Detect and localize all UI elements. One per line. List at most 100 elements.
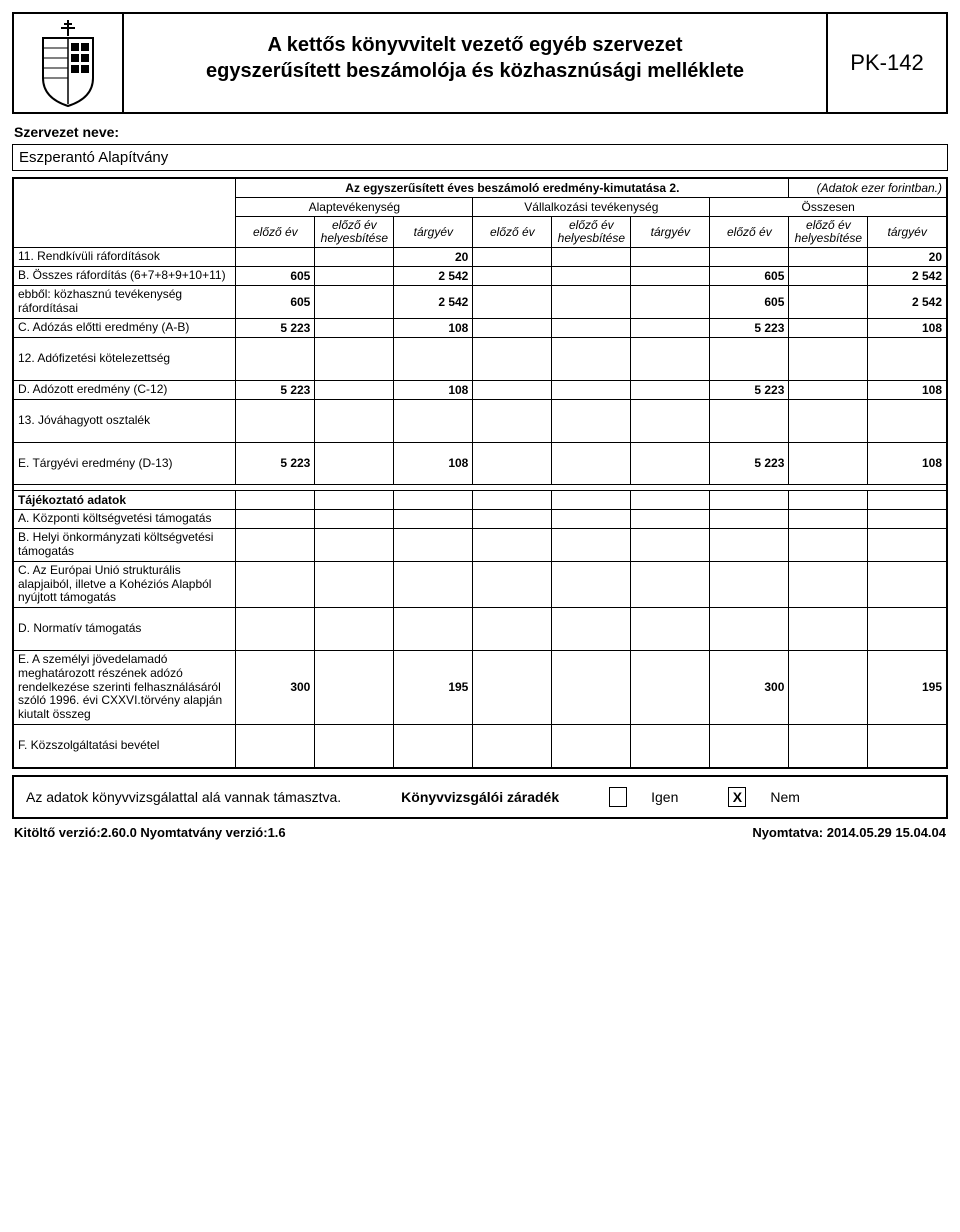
cell (552, 608, 631, 651)
income-statement-table: Az egyszerűsített éves beszámoló eredmén… (12, 177, 948, 769)
cell (394, 529, 473, 562)
cell (394, 561, 473, 607)
cell (236, 510, 315, 529)
table-row: E. Tárgyévi eredmény (D-13)5 2231085 223… (13, 442, 947, 485)
cell (710, 724, 789, 767)
cell: 20 (868, 248, 947, 267)
cell: 300 (236, 650, 315, 724)
cell: 108 (868, 442, 947, 485)
table-row: B. Helyi önkormányzati költségvetési tám… (13, 529, 947, 562)
col-8: előző év helyesbítése (789, 217, 868, 248)
cell (552, 442, 631, 485)
row-label: B. Helyi önkormányzati költségvetési tám… (13, 529, 236, 562)
cell (552, 399, 631, 442)
cell: 108 (394, 318, 473, 337)
cell (315, 318, 394, 337)
cell: 195 (868, 650, 947, 724)
cell (315, 510, 394, 529)
cell: 2 542 (868, 286, 947, 319)
cell (868, 529, 947, 562)
cell: 5 223 (236, 318, 315, 337)
col-4: előző év (473, 217, 552, 248)
cell (868, 399, 947, 442)
cell: 5 223 (236, 442, 315, 485)
cell (868, 337, 947, 380)
audit-footer: Az adatok könyvvizsgálattal alá vannak t… (12, 775, 948, 819)
col-1: előző év (236, 217, 315, 248)
cell (631, 318, 710, 337)
cell (631, 650, 710, 724)
cell (473, 561, 552, 607)
row-label: D. Normatív támogatás (13, 608, 236, 651)
cell: 5 223 (710, 318, 789, 337)
row-label: B. Összes ráfordítás (6+7+8+9+10+11) (13, 267, 236, 286)
row-label: E. Tárgyévi eredmény (D-13) (13, 442, 236, 485)
row-label: A. Központi költségvetési támogatás (13, 510, 236, 529)
row-label: C. Az Európai Unió strukturális alapjaib… (13, 561, 236, 607)
cell (473, 337, 552, 380)
cell (236, 399, 315, 442)
cell (315, 399, 394, 442)
cell (789, 510, 868, 529)
col-5: előző év helyesbítése (552, 217, 631, 248)
info-heading: Tájékoztató adatok (13, 491, 236, 510)
cell (710, 608, 789, 651)
section-title: Az egyszerűsített éves beszámoló eredmén… (236, 178, 789, 198)
row-label: 12. Adófizetési kötelezettség (13, 337, 236, 380)
cell (315, 442, 394, 485)
title-line-2: egyszerűsített beszámolója és közhasznús… (206, 60, 744, 82)
table-row: D. Normatív támogatás (13, 608, 947, 651)
cell (710, 248, 789, 267)
cell (552, 510, 631, 529)
cell (473, 318, 552, 337)
cell: 2 542 (394, 267, 473, 286)
cell (631, 286, 710, 319)
cell (315, 248, 394, 267)
cell: 108 (868, 380, 947, 399)
group-vallalkozasi: Vállalkozási tevékenység (473, 198, 710, 217)
col-9: tárgyév (868, 217, 947, 248)
cell (236, 724, 315, 767)
cell (631, 561, 710, 607)
cell (631, 380, 710, 399)
cell (631, 337, 710, 380)
col-7: előző év (710, 217, 789, 248)
group-alap: Alaptevékenység (236, 198, 473, 217)
cell (315, 608, 394, 651)
checkbox-no[interactable]: X (728, 787, 746, 807)
cell (473, 510, 552, 529)
cell: 5 223 (710, 442, 789, 485)
cell: 195 (394, 650, 473, 724)
cell (631, 529, 710, 562)
table-row: C. Adózás előtti eredmény (A-B)5 2231085… (13, 318, 947, 337)
cell: 20 (394, 248, 473, 267)
cell (394, 399, 473, 442)
table-row: E. A személyi jövedelamadó meghatározott… (13, 650, 947, 724)
cell (315, 267, 394, 286)
cell: 108 (868, 318, 947, 337)
yes-label: Igen (651, 789, 678, 805)
cell (789, 399, 868, 442)
cell: 300 (710, 650, 789, 724)
cell (552, 286, 631, 319)
cell (789, 248, 868, 267)
cell (552, 380, 631, 399)
cell (789, 650, 868, 724)
checkbox-yes[interactable] (609, 787, 627, 807)
cell (710, 337, 789, 380)
cell (473, 724, 552, 767)
cell (315, 286, 394, 319)
form-header: A kettős könyvvitelt vezető egyéb szerve… (12, 12, 948, 114)
cell (789, 267, 868, 286)
cell (473, 608, 552, 651)
coat-of-arms-logo (14, 14, 124, 112)
row-label: F. Közszolgáltatási bevétel (13, 724, 236, 767)
cell (789, 318, 868, 337)
cell (236, 248, 315, 267)
row-label: E. A személyi jövedelamadó meghatározott… (13, 650, 236, 724)
cell (631, 267, 710, 286)
cell (631, 248, 710, 267)
row-label: D. Adózott eredmény (C-12) (13, 380, 236, 399)
cell (473, 529, 552, 562)
no-label: Nem (770, 789, 800, 805)
